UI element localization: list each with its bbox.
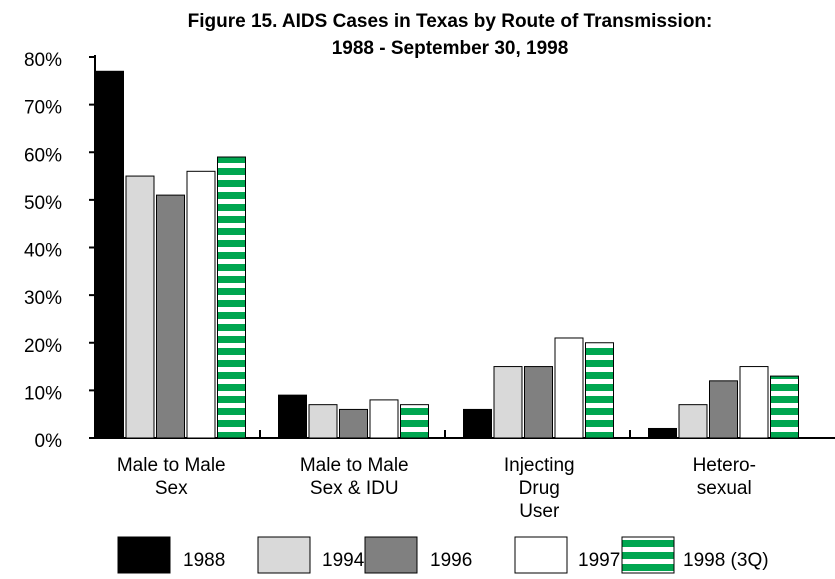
legend-label: 1988 <box>183 550 225 571</box>
legend-label: 1996 <box>430 550 472 571</box>
bar <box>524 366 553 439</box>
bar <box>739 366 769 439</box>
legend-label: 1998 (3Q) <box>683 550 769 571</box>
bar <box>709 380 738 439</box>
y-tick-label: 40% <box>24 241 62 262</box>
y-tick-label: 20% <box>24 336 62 357</box>
legend-swatch <box>257 536 311 574</box>
x-tick-label: Injecting Drug User <box>503 455 575 522</box>
bar <box>186 170 216 439</box>
bar <box>156 194 185 439</box>
y-tick-label: 10% <box>24 383 62 404</box>
y-tick-label: 70% <box>24 98 62 119</box>
x-tick-label: Hetero- sexual <box>692 455 756 499</box>
chart-title: Figure 15. AIDS Cases in Texas by Route … <box>187 11 713 59</box>
bar <box>278 394 307 439</box>
bar <box>770 375 799 439</box>
legend-swatch <box>514 536 568 574</box>
bar <box>493 366 523 439</box>
bar <box>339 408 368 439</box>
y-tick-label: 80% <box>24 50 62 71</box>
y-tick-label: 0% <box>35 431 63 452</box>
bar <box>648 427 677 439</box>
bar <box>95 70 124 439</box>
legend-label: 1997 <box>578 550 620 571</box>
bar <box>308 404 338 439</box>
y-tick-label: 50% <box>24 193 62 214</box>
bar <box>554 337 584 439</box>
bar <box>678 404 708 439</box>
bar <box>585 342 614 439</box>
y-tick-label: 60% <box>24 145 62 166</box>
x-tick-label: Male to Male Sex & IDU <box>299 455 409 499</box>
x-tick-label: Male to Male Sex <box>116 455 226 499</box>
bar <box>217 156 246 439</box>
legend-swatch <box>364 536 418 574</box>
bar <box>125 175 155 439</box>
y-tick-label: 30% <box>24 288 62 309</box>
bar <box>400 404 429 439</box>
legend-swatch <box>621 536 675 574</box>
legend-swatch <box>117 536 171 574</box>
bar <box>369 399 399 439</box>
bar <box>463 408 492 439</box>
legend-label: 1994 <box>322 550 365 571</box>
